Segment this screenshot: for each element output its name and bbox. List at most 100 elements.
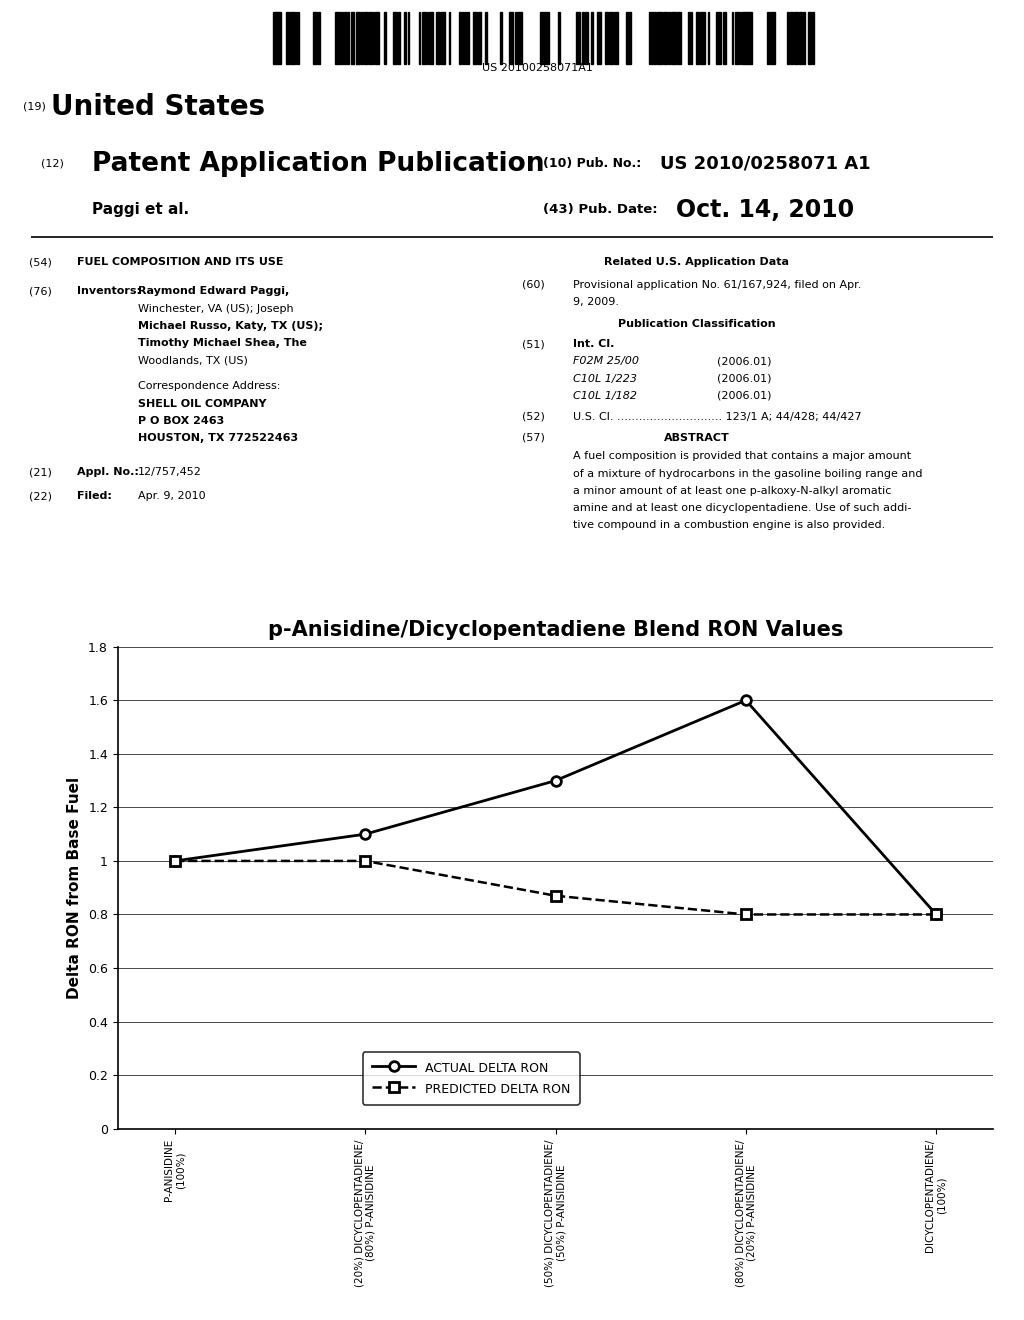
Bar (485, 12, 487, 65)
ACTUAL DELTA RON (359, 826, 372, 842)
Bar (298, 12, 299, 65)
Bar (500, 12, 502, 65)
Text: C10L 1/223: C10L 1/223 (573, 374, 637, 384)
Bar (540, 12, 544, 65)
Text: HOUSTON, TX 772522463: HOUSTON, TX 772522463 (138, 433, 298, 444)
Bar (384, 12, 386, 65)
Bar (709, 12, 710, 65)
Bar (794, 12, 799, 65)
Bar (696, 12, 698, 65)
Bar (809, 12, 811, 65)
Bar (291, 12, 295, 65)
PREDICTED DELTA RON (169, 853, 181, 869)
Bar (514, 12, 516, 65)
Text: Winchester, VA (US); Joseph: Winchester, VA (US); Joseph (138, 304, 294, 314)
Bar (419, 12, 421, 65)
Text: Provisional application No. 61/167,924, filed on Apr.: Provisional application No. 61/167,924, … (573, 280, 862, 290)
Text: (52): (52) (522, 412, 545, 422)
Line: PREDICTED DELTA RON: PREDICTED DELTA RON (170, 857, 941, 919)
Bar (582, 12, 585, 65)
Bar (735, 12, 739, 65)
Title: p-Anisidine/Dicyclopentadiene Blend RON Values: p-Anisidine/Dicyclopentadiene Blend RON … (268, 619, 843, 640)
Text: United States: United States (51, 92, 265, 121)
Text: Oct. 14, 2010: Oct. 14, 2010 (676, 198, 854, 222)
Bar (748, 12, 752, 65)
Bar (449, 12, 450, 65)
PREDICTED DELTA RON (549, 888, 561, 904)
Bar (597, 12, 601, 65)
Bar (441, 12, 444, 65)
Bar (787, 12, 788, 65)
Text: U.S. Cl. ............................. 123/1 A; 44/428; 44/427: U.S. Cl. ............................. 1… (573, 412, 862, 422)
Text: (60): (60) (522, 280, 545, 290)
Text: (57): (57) (522, 433, 545, 444)
Bar (287, 12, 289, 65)
Bar (517, 12, 522, 65)
ACTUAL DELTA RON (549, 772, 561, 788)
Bar (626, 12, 631, 65)
Bar (276, 12, 281, 65)
Bar (804, 12, 805, 65)
Text: F02M 25/00: F02M 25/00 (573, 356, 639, 367)
ACTUAL DELTA RON (930, 907, 942, 923)
Text: Int. Cl.: Int. Cl. (573, 339, 614, 350)
Bar (478, 12, 480, 65)
Text: A fuel composition is provided that contains a major amount: A fuel composition is provided that cont… (573, 451, 911, 462)
Text: (21): (21) (29, 467, 51, 478)
Bar (429, 12, 433, 65)
Bar (347, 12, 349, 65)
PREDICTED DELTA RON (739, 907, 752, 923)
Bar (585, 12, 589, 65)
Bar (427, 12, 428, 65)
Text: (54): (54) (29, 257, 51, 268)
Bar (462, 12, 463, 65)
ACTUAL DELTA RON (739, 693, 752, 709)
Bar (790, 12, 794, 65)
Bar (459, 12, 461, 65)
Bar (364, 12, 368, 65)
Bar (422, 12, 426, 65)
Bar (800, 12, 802, 65)
Text: Patent Application Publication: Patent Application Publication (92, 150, 545, 177)
Y-axis label: Delta RON from Base Fuel: Delta RON from Base Fuel (68, 776, 83, 999)
Bar (369, 12, 372, 65)
Bar (648, 12, 649, 65)
Bar (435, 12, 440, 65)
Text: Michael Russo, Katy, TX (US);: Michael Russo, Katy, TX (US); (138, 321, 324, 331)
Bar (336, 12, 340, 65)
Bar (398, 12, 400, 65)
Text: ABSTRACT: ABSTRACT (664, 433, 729, 444)
Bar (651, 12, 653, 65)
Bar (663, 12, 668, 65)
Text: (51): (51) (522, 339, 545, 350)
Text: US 2010/0258071 A1: US 2010/0258071 A1 (660, 154, 871, 173)
Bar (700, 12, 705, 65)
Bar (742, 12, 746, 65)
Text: Paggi et al.: Paggi et al. (92, 202, 189, 218)
Bar (724, 12, 726, 65)
Bar (591, 12, 593, 65)
Bar (350, 12, 354, 65)
Text: (2006.01): (2006.01) (717, 356, 771, 367)
Bar (313, 12, 317, 65)
Text: Raymond Edward Paggi,: Raymond Edward Paggi, (138, 286, 290, 297)
Bar (767, 12, 769, 65)
Text: (43) Pub. Date:: (43) Pub. Date: (543, 203, 657, 216)
Text: (22): (22) (29, 491, 51, 502)
Bar (296, 12, 297, 65)
Text: Woodlands, TX (US): Woodlands, TX (US) (138, 355, 248, 366)
Bar (688, 12, 690, 65)
Text: amine and at least one dicyclopentadiene. Use of such addi-: amine and at least one dicyclopentadiene… (573, 503, 911, 513)
Bar (355, 12, 360, 65)
Bar (558, 12, 559, 65)
PREDICTED DELTA RON (359, 853, 372, 869)
Bar (604, 12, 608, 65)
Bar (671, 12, 676, 65)
Bar (545, 12, 549, 65)
Bar (467, 12, 469, 65)
Legend: ACTUAL DELTA RON, PREDICTED DELTA RON: ACTUAL DELTA RON, PREDICTED DELTA RON (362, 1052, 580, 1105)
Text: C10L 1/182: C10L 1/182 (573, 391, 637, 401)
Text: a minor amount of at least one p-alkoxy-N-alkyl aromatic: a minor amount of at least one p-alkoxy-… (573, 486, 892, 496)
PREDICTED DELTA RON (930, 907, 942, 923)
Text: (76): (76) (29, 286, 51, 297)
